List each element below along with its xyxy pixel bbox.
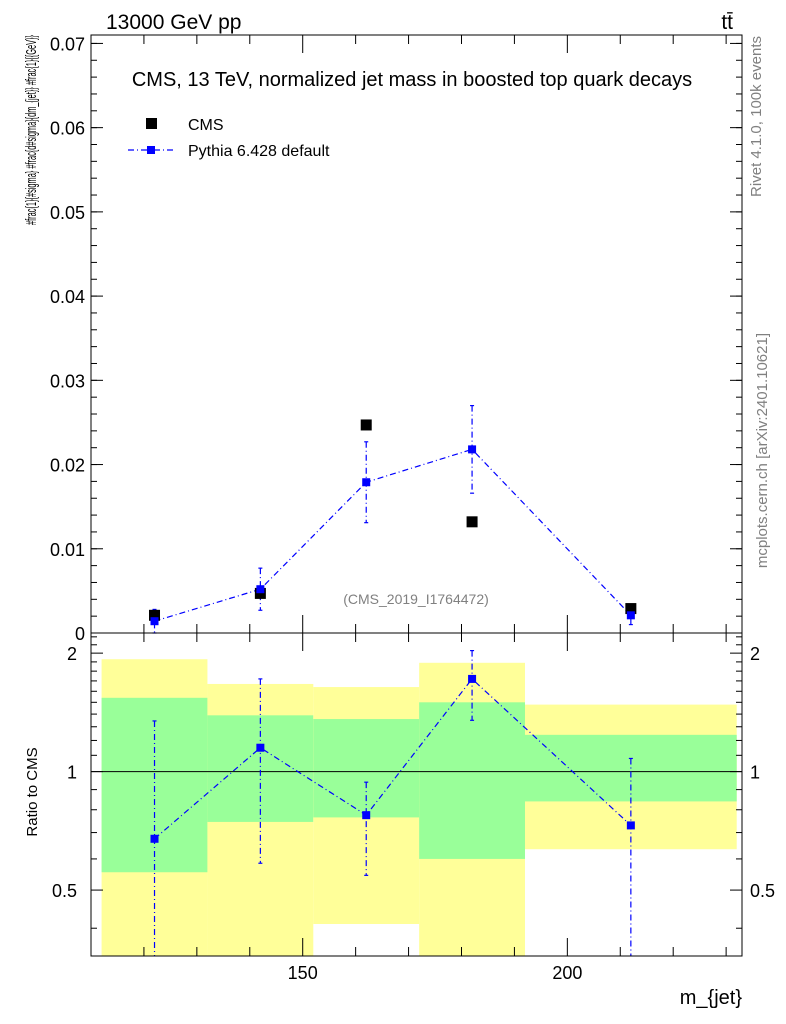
cms-data-point (149, 609, 161, 621)
ratio-plot-panel: 0.5 0.5 1 1 2 2 150 200 Ratio to CMS m_{jet} (24, 632, 775, 1009)
legend-label-pythia: Pythia 6.428 default (188, 143, 330, 160)
main-plot-panel: 0 0.01 0.02 0.03 0.04 0.05 0.06 0.07 CMS, 13 Te… (23, 34, 743, 644)
cms-data-point (466, 516, 478, 528)
main-y-tick-label: 0.06 (50, 119, 85, 139)
x-tick-label: 200 (552, 963, 582, 983)
x-tick-label: 150 (288, 963, 318, 983)
cms-data-point (625, 603, 637, 615)
ratio-y-tick-label-right: 2 (750, 644, 760, 664)
legend-marker-pythia (147, 146, 155, 154)
beam-label: 13000 GeV pp (106, 11, 241, 34)
pythia-data-point (362, 478, 371, 487)
x-axis-label: m_{jet} (680, 987, 743, 1009)
ratio-plot-frame (90, 632, 743, 957)
rivet-label: Rivet 4.1.0, 100k events (748, 36, 765, 197)
ratio-pythia-point (256, 743, 265, 752)
ratio-band-green (313, 719, 420, 818)
ratio-y-axis-label: Ratio to CMS (24, 747, 41, 836)
main-y-tick-label: 0.04 (50, 287, 85, 307)
pythia-data-point (150, 617, 159, 626)
legend: CMS Pythia 6.428 default (128, 117, 330, 160)
main-y-tick-label: 0.02 (50, 456, 85, 476)
ratio-band-green (419, 702, 525, 859)
ratio-pythia-point (150, 834, 159, 843)
analysis-annotation: (CMS_2019_I1764472) (343, 591, 489, 607)
ratio-y-tick-label: 1 (67, 763, 77, 783)
main-y-tick-label: 0.01 (50, 540, 85, 560)
ratio-y-tick-label-right: 1 (750, 763, 760, 783)
pythia-data-point (626, 611, 635, 620)
legend-marker-cms (146, 118, 157, 129)
main-y-tick-label: 0.07 (50, 34, 85, 54)
ratio-y-tick-label-right: 0.5 (750, 881, 775, 901)
main-y-axis-label: #frac{1}{#sigma} #frac{d#sigma}{dm_{jet}… (23, 35, 40, 225)
main-plot-title: CMS, 13 TeV, normalized jet mass in boos… (132, 69, 692, 91)
pythia-data-point (468, 445, 477, 454)
process-label: tt̄ (721, 11, 733, 34)
main-y-tick-label: 0.05 (50, 203, 85, 223)
ratio-y-tick-label: 2 (67, 644, 77, 664)
pythia-data-point (256, 585, 265, 594)
ratio-pythia-point (468, 674, 477, 683)
mcplots-label: mcplots.cern.ch [arXiv:2401.10621] (754, 333, 771, 568)
legend-label-cms: CMS (188, 117, 224, 134)
cms-data-point (254, 587, 266, 599)
cms-data-point (360, 419, 372, 431)
ratio-pythia-point (362, 811, 371, 820)
ratio-y-tick-label: 0.5 (52, 881, 77, 901)
main-y-tick-label: 0.03 (50, 371, 85, 391)
ratio-pythia-point (626, 821, 635, 830)
main-y-tick-label: 0 (75, 624, 85, 644)
